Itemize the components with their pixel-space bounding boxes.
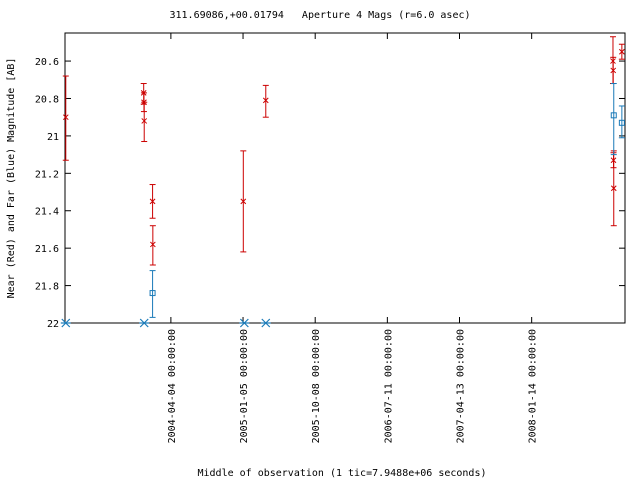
y-tick-label: 21.6 (35, 244, 59, 255)
data-point-far-limit (239, 318, 250, 328)
y-tick-label: 21.8 (35, 282, 59, 293)
x-axis-label: Middle of observation (1 tic=7.9488e+06 … (198, 468, 487, 479)
data-point-far (149, 290, 156, 297)
x-tick-label: 2007-04-13 00:00:00 (456, 329, 467, 443)
plot-frame (64, 32, 626, 324)
y-tick-label: 20.6 (35, 57, 59, 68)
x-tick-label: 2005-10-08 00:00:00 (311, 329, 322, 443)
data-point-near (610, 67, 617, 74)
data-point-near (262, 97, 269, 104)
data-point-near (141, 118, 148, 124)
x-tick-label: 2004-04-04 00:00:00 (167, 329, 178, 443)
x-tick-label: 2005-01-05 00:00:00 (239, 329, 250, 443)
data-point-far (610, 112, 617, 119)
data-point-near (610, 185, 617, 192)
x-tick-label: 2008-01-14 00:00:00 (528, 329, 539, 443)
x-axis-ticks: 2004-04-04 00:00:00 2005-01-05 00:00:00 20… (167, 33, 539, 443)
data-point-far (618, 119, 625, 126)
data-point-far-limit (60, 318, 71, 328)
data-point-near (619, 48, 625, 55)
data-point-near (62, 114, 69, 121)
y-tick-label: 21 (47, 132, 59, 143)
y-tick-label: 22 (47, 319, 59, 330)
data-marks (60, 36, 625, 328)
data-point-near (240, 198, 247, 205)
data-point-near (149, 241, 156, 248)
x-tick-label: 2006-07-11 00:00:00 (383, 329, 394, 443)
y-tick-label: 21.4 (35, 207, 59, 218)
chart-title: 311.69086,+00.01794 Aperture 4 Mags (r=6… (169, 10, 470, 21)
data-point-far-limit (260, 318, 271, 328)
y-tick-label: 21.2 (35, 169, 59, 180)
data-point-near (149, 198, 156, 205)
y-axis-label: Near (Red) and Far (Blue) Magnitude [AB] (6, 58, 17, 299)
y-axis-ticks: 20.6 20.8 21 21.2 21.4 21.6 21.8 22 (35, 57, 625, 330)
y-tick-label: 20.8 (35, 94, 59, 105)
data-point-far-limit (139, 318, 150, 328)
